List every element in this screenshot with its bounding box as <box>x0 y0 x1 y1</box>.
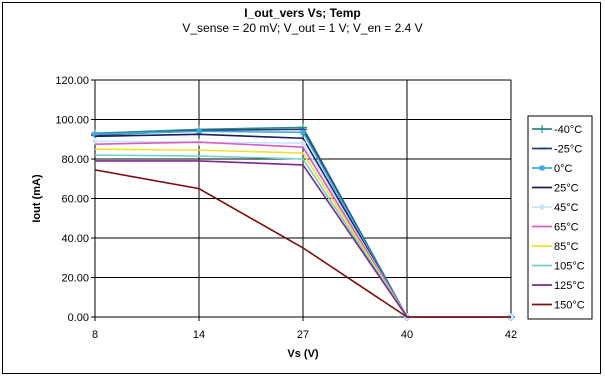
legend-label: 125°C <box>554 280 585 292</box>
y-tick-label: 80.00 <box>61 154 89 166</box>
y-tick-label: 120.00 <box>55 75 89 87</box>
legend-marker <box>539 165 545 171</box>
data-point <box>91 137 99 145</box>
legend-label: 65°C <box>554 222 579 234</box>
series-line <box>94 169 511 318</box>
y-tick-label: 20.00 <box>61 273 89 285</box>
chart-title: I_out_vers Vs; Temp <box>244 6 361 20</box>
data-point <box>300 129 306 135</box>
x-tick-label: 8 <box>92 329 98 341</box>
legend-label: 25°C <box>554 183 579 195</box>
x-tick-label: 14 <box>193 329 205 341</box>
legend-label: -40°C <box>554 124 582 136</box>
y-tick-label: 100.00 <box>55 115 89 127</box>
y-tick-label: 0.00 <box>68 312 89 324</box>
legend-label: 0°C <box>554 163 573 175</box>
data-point <box>299 139 307 147</box>
y-tick-label: 40.00 <box>61 233 89 245</box>
legend-marker <box>538 203 546 211</box>
legend-label: 45°C <box>554 202 579 214</box>
y-axis-label: Iout (mA) <box>31 174 43 223</box>
y-tick-label: 60.00 <box>61 194 89 206</box>
data-point <box>92 131 98 137</box>
legend-label: 150°C <box>554 300 585 312</box>
x-axis-label: Vs (V) <box>287 348 319 360</box>
x-tick-label: 27 <box>297 329 309 341</box>
chart-subtitle: V_sense = 20 mV; V_out = 1 V; V_en = 2.4… <box>182 21 423 35</box>
x-tick-label: 40 <box>401 329 413 341</box>
x-tick-label: 42 <box>505 329 517 341</box>
legend-marker <box>538 125 546 133</box>
legend-label: -25°C <box>554 144 582 156</box>
legend-label: 105°C <box>554 261 585 273</box>
legend-label: 85°C <box>554 241 579 253</box>
data-point <box>196 128 202 134</box>
